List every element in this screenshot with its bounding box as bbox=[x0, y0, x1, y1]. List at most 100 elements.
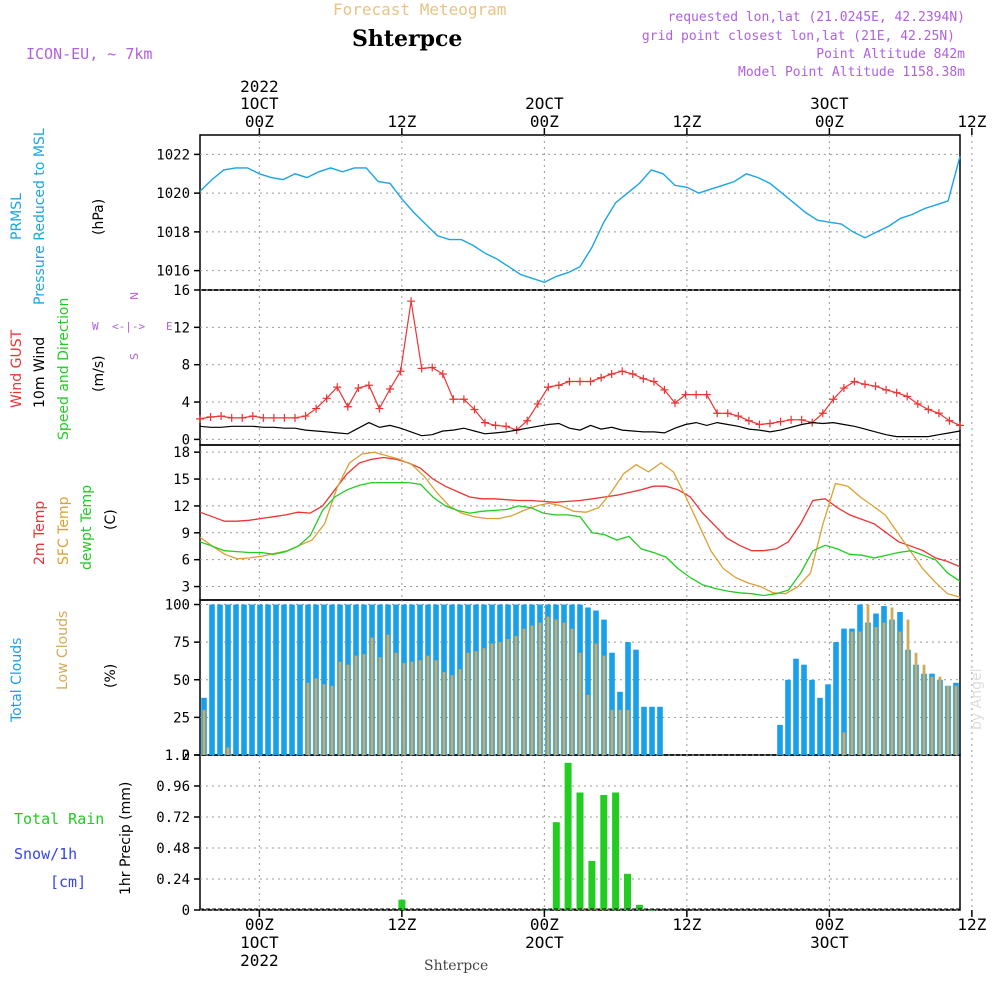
bottom-hour-label: 12Z bbox=[672, 915, 701, 934]
gust-marker bbox=[818, 409, 827, 418]
low-clouds-bar bbox=[434, 660, 438, 755]
total-clouds-bar bbox=[817, 697, 823, 755]
compass-east: E bbox=[166, 320, 173, 333]
gust-marker bbox=[945, 416, 954, 425]
precip-y-tick-label: 0.96 bbox=[156, 779, 190, 795]
low-clouds-bar bbox=[522, 628, 526, 755]
total-clouds-bar bbox=[801, 664, 807, 755]
gust-marker bbox=[407, 297, 416, 306]
temp-y-tick-label: 15 bbox=[173, 472, 190, 488]
gust-label: Wind GUST bbox=[9, 329, 25, 408]
model-altitude: Model Point Altitude 1158.38m bbox=[738, 65, 965, 80]
low-clouds-bar bbox=[554, 619, 558, 755]
gust-marker bbox=[797, 415, 806, 424]
clouds-unit: (%) bbox=[103, 663, 119, 688]
low-clouds-bar bbox=[354, 655, 358, 755]
gust-marker bbox=[565, 377, 574, 386]
gust-marker bbox=[322, 394, 331, 403]
low-clouds-bar bbox=[202, 709, 206, 755]
low-clouds-bar bbox=[362, 654, 366, 755]
rain-bar bbox=[647, 910, 655, 911]
wind10m-line bbox=[199, 421, 961, 438]
low-clouds-bar bbox=[442, 672, 446, 755]
gust-marker bbox=[259, 413, 268, 422]
gust-marker bbox=[343, 402, 352, 411]
clouds-y-tick-label: 25 bbox=[173, 710, 190, 726]
clouds-y-tick-label: 75 bbox=[173, 635, 190, 651]
low-clouds-bar bbox=[562, 622, 566, 755]
wind-y-tick-label: 4 bbox=[182, 395, 190, 411]
total-clouds-bar bbox=[297, 604, 303, 755]
gust-marker bbox=[217, 412, 226, 421]
gust-marker bbox=[428, 363, 437, 372]
credit: by Angel bbox=[969, 668, 985, 730]
rain-bar bbox=[588, 860, 596, 910]
bottom-date-label: 2OCT bbox=[525, 933, 564, 952]
precip-y-tick-label: 1.2 bbox=[165, 748, 190, 764]
top-hour-label: 00Z bbox=[245, 112, 274, 131]
footer-location: Shterpce bbox=[424, 958, 489, 974]
gust-marker bbox=[586, 377, 595, 386]
low-clouds-bar bbox=[466, 652, 470, 755]
bottom-year-label: 2022 bbox=[240, 951, 279, 970]
low-clouds-bar bbox=[458, 669, 462, 755]
location-title: Shterpce bbox=[352, 26, 463, 52]
sfc-temp-label: SFC Temp bbox=[56, 496, 72, 565]
gust-marker bbox=[248, 412, 257, 421]
model-name: ICON-EU, ~ 7km bbox=[26, 45, 153, 63]
gust-marker bbox=[280, 413, 289, 422]
dewpt-line bbox=[199, 481, 961, 597]
total-clouds-bar bbox=[585, 607, 591, 755]
app-title: Forecast Meteogram bbox=[333, 0, 507, 19]
total-clouds-bar bbox=[209, 604, 215, 755]
gust-marker bbox=[354, 384, 363, 393]
gust-marker bbox=[312, 404, 321, 413]
gust-marker bbox=[554, 381, 563, 390]
prmsl-label: PRMSL bbox=[9, 193, 25, 240]
gust-marker bbox=[238, 413, 247, 422]
low-clouds-bar bbox=[570, 628, 574, 755]
low-clouds-bar bbox=[346, 664, 350, 755]
total-clouds-bar bbox=[649, 706, 655, 755]
snow-unit: [cm] bbox=[50, 873, 87, 891]
temp-unit: (C) bbox=[103, 509, 119, 530]
low-clouds-bar bbox=[922, 664, 926, 755]
total-clouds-bar bbox=[281, 604, 287, 755]
gust-marker bbox=[681, 390, 690, 399]
gust-marker bbox=[417, 364, 426, 373]
compass-cross: <-|-> bbox=[112, 320, 146, 333]
precip-unit: 1hr Precip (mm) bbox=[118, 781, 134, 895]
top-date-label: 3OCT bbox=[810, 94, 849, 113]
gust-marker bbox=[755, 420, 764, 429]
low-clouds-bar bbox=[450, 675, 454, 755]
top-hour-label: 00Z bbox=[530, 112, 559, 131]
low-clouds-bar bbox=[578, 652, 582, 755]
bottom-date-label: 1OCT bbox=[240, 933, 279, 952]
gust-marker bbox=[871, 382, 880, 391]
precip-y-tick-label: 0.24 bbox=[156, 872, 190, 888]
low-clouds-bar bbox=[314, 678, 318, 755]
rain-bar bbox=[576, 792, 584, 910]
rain-bar bbox=[552, 822, 560, 910]
total-clouds-bar bbox=[777, 724, 783, 755]
gust-marker bbox=[660, 385, 669, 394]
top-year-label: 2022 bbox=[240, 77, 279, 96]
gust-marker bbox=[913, 399, 922, 408]
top-hour-label: 00Z bbox=[815, 112, 844, 131]
pressure-y-tick-label: 1022 bbox=[156, 147, 190, 163]
sfc-temp-line bbox=[199, 451, 961, 598]
low-clouds-bar bbox=[618, 709, 622, 755]
gust-marker bbox=[438, 370, 447, 379]
rain-bar bbox=[624, 873, 631, 910]
wind-y-tick-label: 0 bbox=[182, 432, 190, 448]
wind-direction-label: Speed and Direction bbox=[56, 297, 72, 440]
bottom-hour-label: 00Z bbox=[815, 915, 844, 934]
bottom-hour-label: 12Z bbox=[387, 915, 416, 934]
low-clouds-bar bbox=[402, 663, 406, 755]
gust-marker bbox=[839, 384, 848, 393]
temp-y-tick-label: 9 bbox=[182, 526, 190, 542]
low-clouds-bar bbox=[626, 709, 630, 755]
gust-marker bbox=[776, 417, 785, 426]
low-clouds-bar bbox=[842, 732, 846, 755]
pressure-label: Pressure Reduced to MSL bbox=[32, 128, 48, 305]
